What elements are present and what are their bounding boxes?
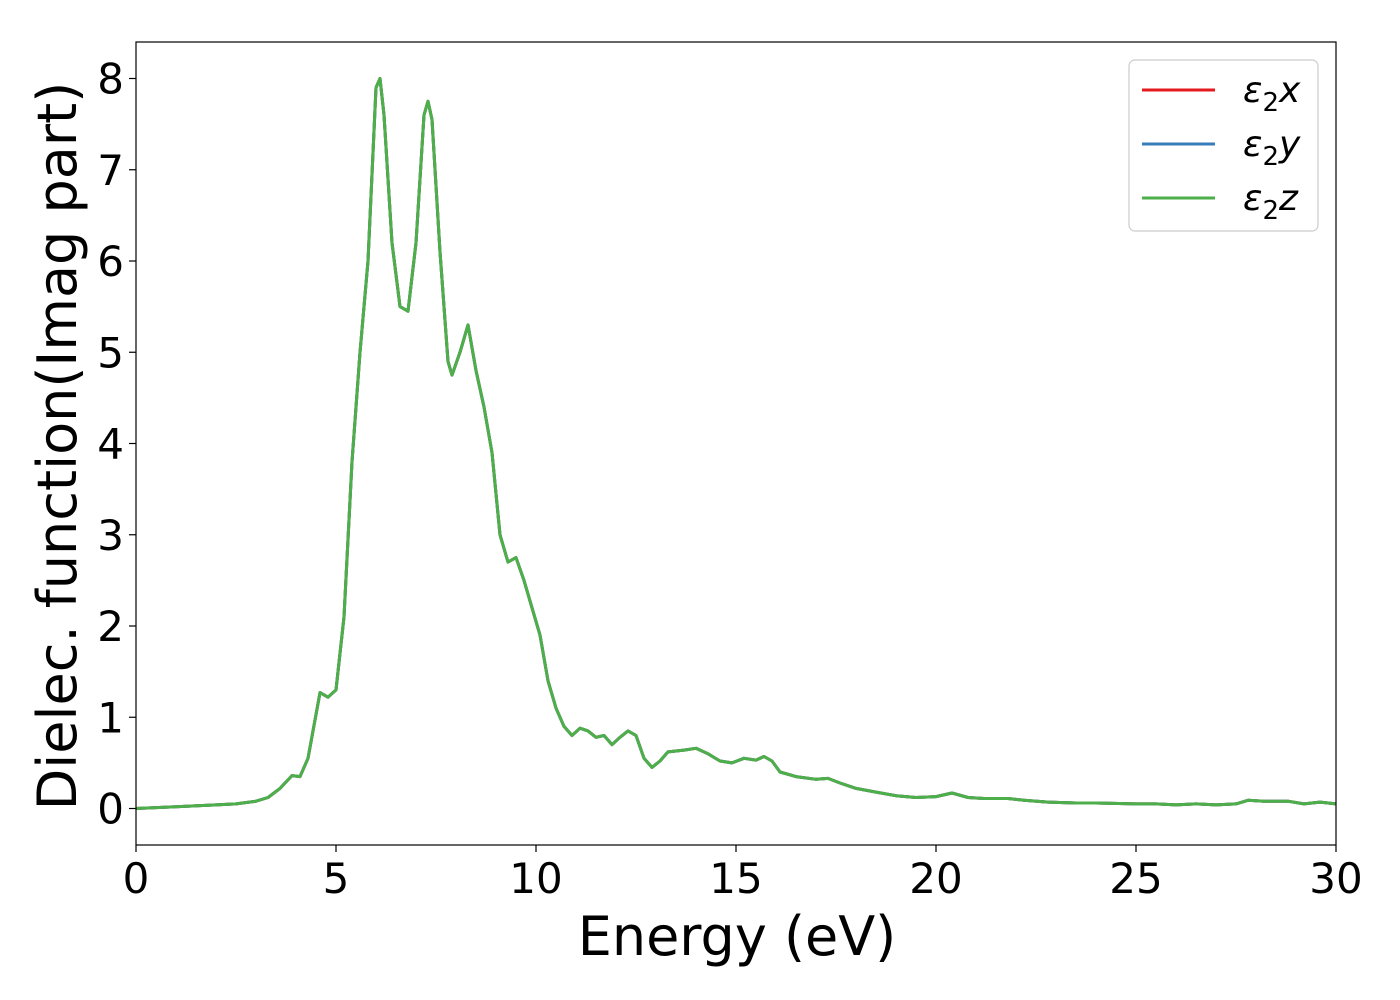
y-tick-label: 3: [97, 511, 124, 560]
y-tick-label: 0: [97, 785, 124, 834]
x-tick-label: 5: [323, 854, 350, 903]
y-tick-label: 6: [97, 237, 124, 286]
y-tick-label: 1: [97, 693, 124, 742]
x-axis-ticks: 0 5 10 15 20 25 30: [123, 845, 1363, 903]
legend-label-y: ε2y: [1243, 124, 1301, 172]
x-tick-label: 0: [123, 854, 150, 903]
legend-label-z: ε2z: [1243, 178, 1299, 226]
y-axis-label: Dielec. function(Imag part): [26, 82, 89, 811]
legend-box: [1128, 59, 1319, 232]
x-tick-label: 20: [909, 854, 962, 903]
series-line-z: [135, 77, 1337, 810]
y-tick-label: 7: [97, 146, 124, 195]
legend: ε2x ε2y ε2z: [1128, 59, 1319, 232]
x-axis-label: Energy (eV): [578, 905, 897, 968]
y-axis-ticks: 0 1 2 3 4 5 6 7 8: [97, 55, 136, 834]
x-tick-label: 10: [509, 854, 562, 903]
x-tick-label: 15: [709, 854, 762, 903]
y-tick-label: 5: [97, 328, 124, 377]
x-tick-label: 25: [1109, 854, 1162, 903]
legend-label-x: ε2x: [1243, 70, 1301, 118]
y-tick-label: 4: [97, 420, 124, 469]
x-tick-label: 30: [1309, 854, 1362, 903]
y-tick-label: 2: [97, 602, 124, 651]
y-tick-label: 8: [97, 55, 124, 104]
